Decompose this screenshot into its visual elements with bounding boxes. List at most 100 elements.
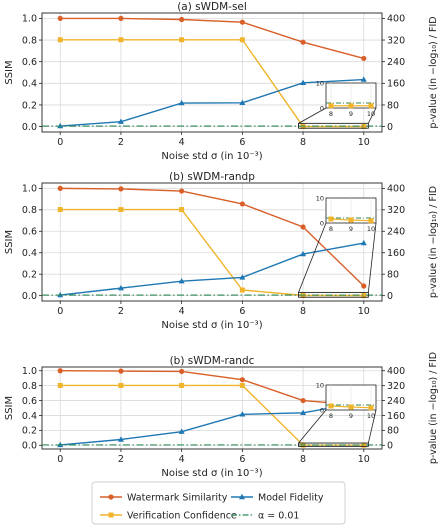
y-right-tick-label: 0 [387, 291, 393, 302]
y-right-tick-label: 160 [387, 248, 405, 259]
data-point [118, 186, 124, 192]
data-point [179, 368, 185, 375]
legend-label: α = 0.01 [258, 511, 299, 522]
data-point [300, 224, 306, 230]
inset-vc-point [348, 103, 354, 109]
y-right-tick-label: 160 [387, 411, 405, 422]
data-point [118, 37, 124, 43]
y-tick-label: 0.4 [22, 248, 37, 259]
data-point [361, 293, 367, 299]
x-tick-label: 8 [300, 454, 306, 465]
zoom-connector [298, 222, 327, 293]
data-point [239, 201, 245, 207]
data-point [300, 409, 307, 416]
y-right-tick-label: 240 [387, 227, 405, 238]
data-point [239, 287, 245, 293]
x-tick-label: 10 [358, 306, 370, 317]
inset-x-tick-label: 8 [329, 412, 333, 420]
x-tick-label: 4 [179, 306, 185, 317]
zoom-connector [367, 222, 377, 293]
series-line [60, 187, 365, 287]
data-point [179, 188, 185, 194]
y-tick-label: 0.0 [22, 291, 37, 302]
legend-label: Model Fidelity [258, 493, 324, 504]
data-point [57, 368, 63, 374]
inset-vc-point [328, 403, 334, 409]
y-tick-label: 0.6 [22, 227, 37, 238]
y-right-tick-label: 320 [387, 35, 405, 46]
x-tick-label: 4 [179, 137, 185, 148]
inset-vc-point [328, 216, 334, 222]
plot-frame [41, 366, 383, 450]
x-tick-label: 10 [358, 137, 370, 148]
data-point [178, 99, 185, 106]
x-tick-label: 6 [239, 137, 245, 148]
data-point [117, 118, 124, 124]
data-point [178, 428, 185, 434]
x-tick-label: 0 [57, 306, 63, 317]
data-point [361, 283, 367, 289]
series-line [60, 78, 364, 127]
series-watermark-similarity [57, 185, 367, 289]
inset-vc-point [348, 217, 354, 223]
legend-marker [108, 494, 114, 500]
y-tick-label: 0.6 [22, 57, 37, 68]
x-tick-label: 2 [118, 454, 124, 465]
chart-title: (b) sWDM-randp [169, 171, 255, 183]
data-point [239, 19, 245, 25]
y-right-tick-label: 400 [387, 184, 405, 195]
y-right-axis-label: p-value (in −log₁₀) / FID [428, 16, 439, 128]
data-point [239, 411, 246, 417]
y-right-tick-label: 400 [387, 14, 405, 25]
x-tick-label: 6 [239, 454, 245, 465]
plot-frame [41, 12, 383, 133]
data-point [360, 239, 367, 246]
zoom-connector [367, 107, 377, 124]
zoom-region-box [298, 442, 369, 447]
data-point [361, 55, 367, 62]
y-right-tick-label: 0 [387, 122, 393, 133]
legend-box [91, 481, 346, 525]
zoom-inset: 8 9 10 0 10 [298, 195, 377, 298]
series-line [60, 242, 364, 296]
y-tick-label: 0.2 [22, 100, 37, 111]
y-right-tick-label: 240 [387, 57, 405, 68]
inset-y-tick-label: 0 [320, 407, 324, 415]
y-tick-label: 0.2 [22, 426, 37, 437]
chart-title: (b) sWDM-randc [170, 355, 255, 367]
data-point [179, 37, 185, 43]
inset-x-tick-label: 9 [349, 110, 353, 118]
y-tick-label: 0.2 [22, 269, 37, 280]
y-axis-label: SSIM [4, 396, 15, 420]
y-right-tick-label: 80 [387, 269, 399, 280]
data-point [239, 99, 246, 105]
chart-title: (a) sWDM-sel [177, 1, 247, 13]
inset-y-tick-label: 10 [316, 80, 324, 88]
data-point [179, 382, 185, 388]
series-model-fidelity [57, 76, 367, 129]
data-point [118, 382, 124, 388]
y-tick-label: 1.0 [22, 184, 37, 195]
y-tick-label: 0.8 [22, 35, 37, 46]
inset-x-tick-label: 8 [329, 225, 333, 233]
data-point [57, 15, 63, 22]
zoom-connector [298, 107, 327, 124]
y-axis-label: SSIM [4, 60, 15, 84]
inset-x-tick-label: 10 [367, 412, 375, 420]
chart-panel-3: (b) sWDM-randc 0 2 4 6 8 10 0.0 0.2 0.4 0.6 0.8 1.0 0… [4, 352, 439, 479]
y-right-tick-label: 80 [387, 100, 399, 111]
data-point [118, 15, 124, 22]
inset-y-tick-label: 0 [320, 220, 324, 228]
data-point [361, 124, 367, 130]
y-tick-label: 0.8 [22, 205, 37, 216]
inset-x-tick-label: 10 [367, 110, 375, 118]
x-tick-label: 0 [57, 454, 63, 465]
data-point [57, 382, 63, 388]
inset-vc-point [368, 405, 374, 411]
series-line [60, 401, 364, 446]
data-point [300, 397, 306, 404]
y-right-tick-label: 80 [387, 426, 399, 437]
legend-item: Model Fidelity [231, 493, 324, 504]
x-tick-label: 8 [300, 306, 306, 317]
